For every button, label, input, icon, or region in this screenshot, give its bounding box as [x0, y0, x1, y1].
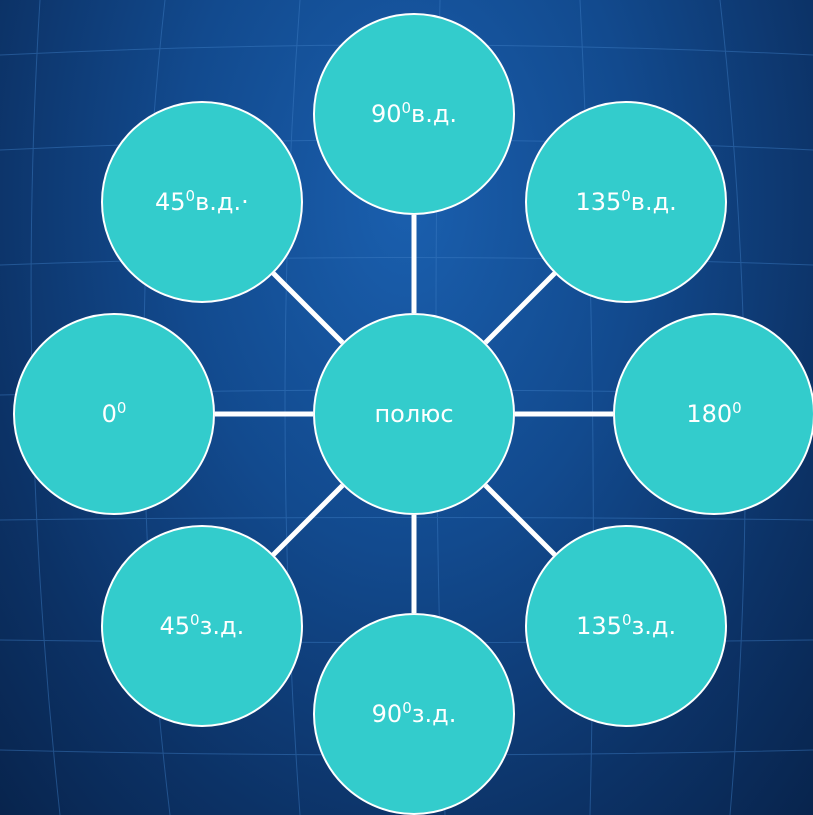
longitude-node-180: 1800 [613, 313, 813, 515]
longitude-node-135e: 1350в.д. [525, 100, 728, 303]
longitude-node-135w: 1350з.д. [525, 525, 728, 728]
connector-135w [483, 483, 557, 557]
longitude-node-45w: 450з.д. [100, 525, 303, 728]
longitude-node-0: 00 [13, 313, 215, 515]
connector-45w [271, 483, 345, 557]
connector-135e [483, 271, 557, 345]
connector-45e [271, 271, 345, 345]
longitude-node-90w: 900з.д. [313, 613, 515, 815]
pole-center-node: полюс [313, 313, 515, 515]
longitude-node-45e: 450в.д.· [100, 100, 303, 303]
pole-center-label: полюс [374, 400, 454, 428]
longitude-node-90e: 900в.д. [313, 13, 515, 215]
